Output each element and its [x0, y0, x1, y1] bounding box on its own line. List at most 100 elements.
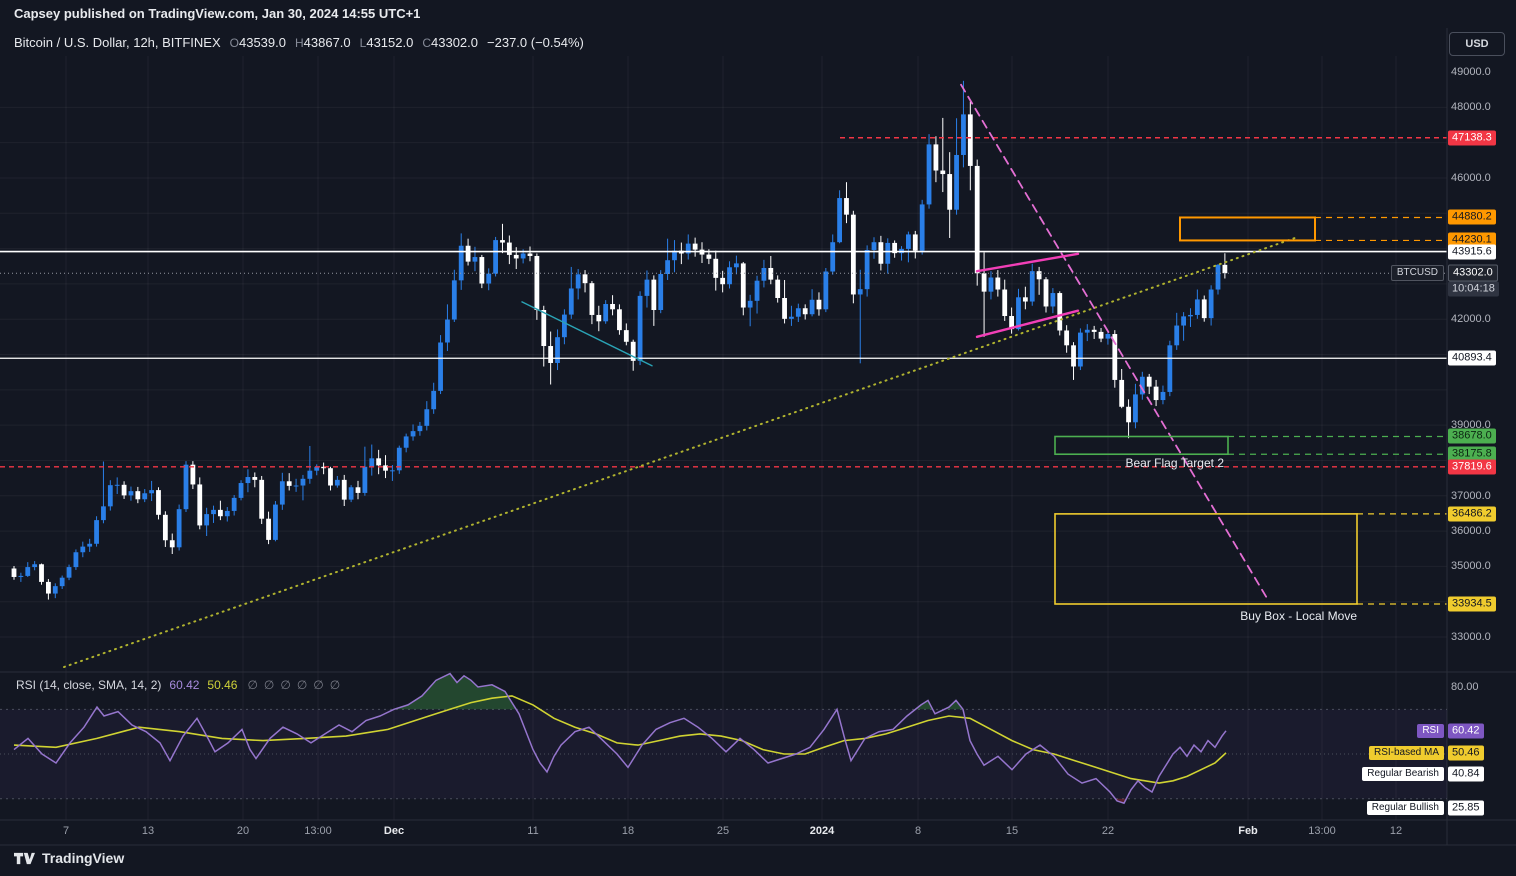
rsi-ma-line — [13, 695, 1227, 784]
candle-body — [1174, 325, 1180, 346]
candle-body — [1208, 289, 1214, 319]
price-axis[interactable] — [1447, 56, 1516, 820]
candle-body — [1064, 330, 1070, 346]
candle-body — [961, 114, 966, 155]
chart-canvas[interactable] — [0, 56, 1447, 672]
candle-body — [933, 144, 939, 171]
candle-body — [740, 263, 746, 308]
rsi-band — [0, 709, 1447, 799]
ohlc-values: O43539.0 H43867.0 L43152.0 C43302.0 — [230, 35, 478, 50]
candle-body — [617, 309, 622, 331]
candle-body — [974, 165, 980, 274]
candle-body — [328, 468, 333, 486]
candle-body — [1160, 391, 1166, 401]
candle-body — [1002, 289, 1008, 317]
candle-body — [465, 245, 471, 262]
null-indicator: ∅ — [329, 678, 341, 692]
long-uptrend-line — [63, 236, 1296, 669]
candle-body — [926, 144, 932, 205]
candle-body — [245, 477, 251, 484]
null-indicator: ∅ — [247, 678, 258, 692]
candle-body — [809, 299, 815, 315]
candle-body — [1029, 271, 1035, 302]
candle-body — [988, 277, 994, 292]
rsi-zone-fill — [944, 700, 963, 710]
candle-body — [1222, 264, 1228, 274]
candle-body — [720, 277, 726, 285]
candle-body — [101, 506, 106, 521]
candle-body — [1098, 331, 1104, 339]
candle-body — [837, 198, 842, 243]
candle-body — [472, 257, 478, 262]
candle-body — [548, 346, 554, 363]
candle-body — [857, 289, 863, 295]
candle-body — [816, 299, 822, 310]
candle-body — [651, 279, 657, 311]
rsi-zone-fill — [1115, 798, 1127, 804]
candle-body — [218, 509, 223, 517]
candle-body — [919, 204, 925, 251]
candle-body — [231, 497, 237, 511]
currency-usd-button[interactable]: USD — [1449, 32, 1505, 56]
candle-body — [1146, 376, 1152, 387]
publisher-line: Capsey published on TradingView.com, Jan… — [14, 6, 421, 21]
candle-body — [885, 242, 891, 264]
candle-body — [18, 575, 24, 577]
candle-body — [300, 478, 306, 486]
time-axis[interactable] — [0, 820, 1447, 845]
candle-body — [493, 240, 498, 274]
candle-body — [59, 577, 65, 587]
candle-body — [555, 337, 560, 363]
candle-body — [362, 466, 368, 493]
candle-body — [52, 586, 58, 594]
rsi-value: 60.42 — [169, 678, 200, 692]
candle-body — [637, 295, 643, 361]
candle-body — [451, 280, 457, 320]
tradingview-logo-icon — [14, 852, 35, 864]
candle-body — [562, 314, 567, 338]
candle-body — [224, 510, 230, 517]
candle-body — [954, 154, 959, 210]
candle-body — [789, 316, 794, 319]
candle-body — [190, 464, 196, 485]
candle-body — [1036, 271, 1042, 280]
candle-body — [321, 466, 326, 469]
candle-body — [32, 564, 38, 568]
rsi-title: RSI (14, close, SMA, 14, 2) — [16, 678, 162, 692]
candle-body — [1153, 386, 1159, 401]
candle-body — [1091, 329, 1097, 332]
candle-body — [713, 258, 719, 278]
candle-body — [782, 298, 787, 319]
rsi-pane[interactable] — [0, 672, 1447, 820]
candle-body — [273, 504, 278, 540]
minor-trendline — [521, 301, 653, 367]
candle-body — [500, 240, 505, 243]
candle-body — [658, 273, 664, 311]
tradingview-logo[interactable]: TradingView — [14, 850, 124, 866]
candle-body — [802, 308, 808, 315]
candle-body — [149, 490, 154, 494]
candle-body — [1167, 345, 1173, 392]
candle-body — [445, 319, 450, 343]
null-indicator: ∅ — [313, 678, 324, 692]
candle-body — [479, 257, 485, 284]
candle-body — [66, 567, 72, 578]
candle-body — [424, 409, 430, 426]
candle-body — [431, 390, 437, 410]
candle-body — [878, 242, 884, 264]
candle-body — [589, 283, 595, 315]
candle-body — [238, 483, 244, 498]
candle-body — [582, 274, 588, 284]
candle-body — [396, 447, 402, 471]
candle-body — [1009, 316, 1014, 330]
candle-body — [967, 114, 973, 166]
candle-body — [376, 458, 382, 466]
candle-body — [864, 249, 870, 290]
candle-body — [438, 342, 443, 391]
candle-body — [142, 493, 148, 500]
symbol-title: Bitcoin / U.S. Dollar, 12h, BITFINEX — [14, 35, 221, 50]
candle-body — [121, 484, 127, 496]
candle-body — [685, 243, 691, 254]
candle-body — [80, 546, 86, 553]
